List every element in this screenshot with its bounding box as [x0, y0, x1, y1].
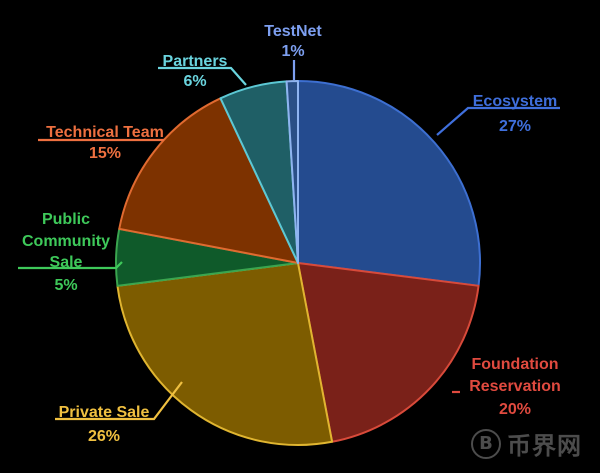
- slice-labels: Ecosystem 27% Foundation Reservation 20% Priv…: [22, 23, 561, 445]
- slice-percent-label: 20%: [499, 401, 531, 418]
- leader-line-ecosystem: [436, 106, 560, 136]
- watermark: B 币界网: [471, 426, 582, 461]
- slice-label: Public: [42, 211, 90, 228]
- slice-label: Technical Team: [46, 124, 164, 141]
- slice-label: Reservation: [469, 378, 561, 395]
- slice-label: Sale: [50, 254, 83, 271]
- watermark-text: 币界网: [507, 432, 582, 460]
- slice-percent-label: 15%: [89, 145, 121, 162]
- pie-slice-testnet: [285, 80, 299, 264]
- pie-slice-foundation-reservation: [297, 262, 480, 443]
- pie-slice-technical-team: [118, 97, 299, 264]
- slice-percent-label: 1%: [281, 43, 304, 60]
- slice-percent-label: 27%: [499, 118, 531, 135]
- leader-line-public-community-sale: [18, 261, 123, 270]
- leader-line-private-sale: [55, 381, 183, 421]
- leader-lines: [18, 60, 560, 421]
- slice-label: Community: [22, 233, 110, 250]
- coin-logo-icon: B: [471, 428, 501, 459]
- slice-label: Ecosystem: [473, 93, 558, 110]
- slice-percent-label: 26%: [88, 428, 120, 445]
- slice-label: Private Sale: [59, 404, 150, 421]
- slice-percent-label: 6%: [183, 73, 206, 90]
- slice-label: Foundation: [471, 356, 558, 373]
- slice-label: TestNet: [264, 23, 322, 40]
- slice-label: Partners: [163, 53, 228, 70]
- pie-slices: [115, 80, 481, 446]
- slice-percent-label: 5%: [54, 277, 77, 294]
- pie-slice-ecosystem: [297, 80, 481, 287]
- leader-line-partners: [158, 66, 247, 86]
- pie-slice-private-sale: [116, 262, 334, 446]
